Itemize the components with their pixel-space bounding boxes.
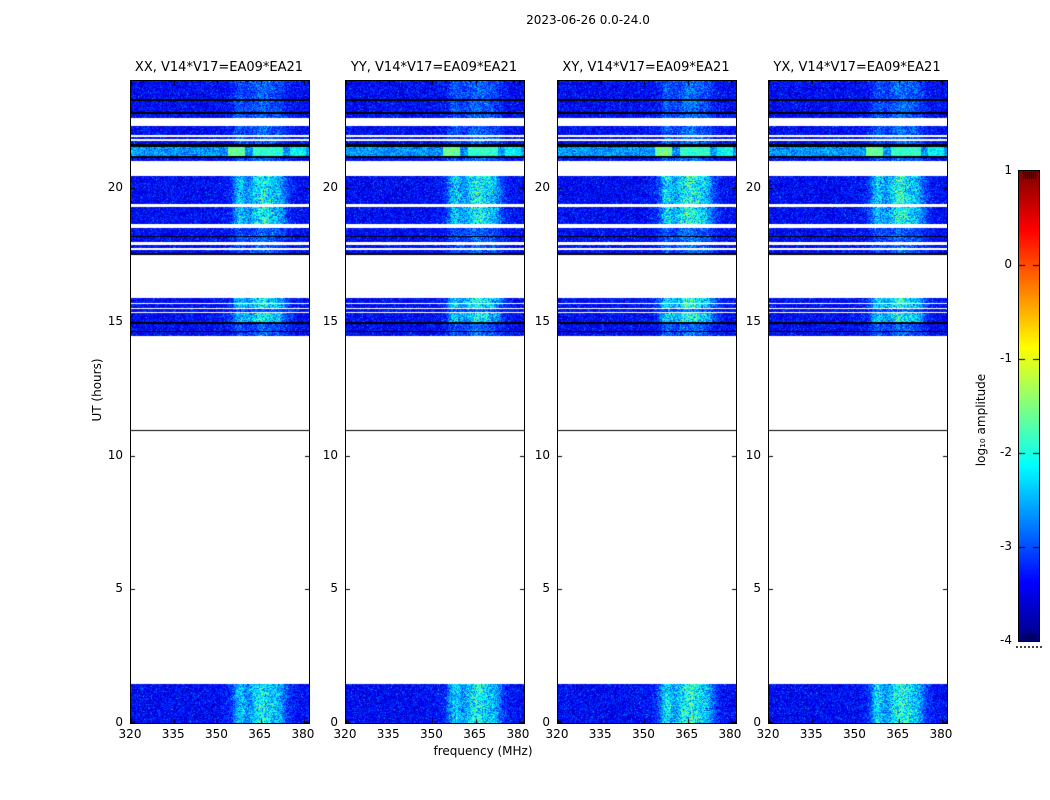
x-tick-label: 335 <box>799 727 823 741</box>
spectrogram-panel <box>345 80 525 724</box>
spectrogram-panel <box>557 80 737 724</box>
colorbar-tick-label: -1 <box>1000 351 1012 365</box>
y-tick-label: 10 <box>107 447 123 462</box>
y-tick-label: 0 <box>115 715 123 729</box>
spectrogram-canvas <box>558 81 736 723</box>
x-tick-label: 350 <box>420 727 443 741</box>
colorbar-tick-label: 0 <box>1004 257 1012 271</box>
colorbar-tick-label: -3 <box>1000 539 1012 553</box>
x-tick-label: 320 <box>545 727 569 741</box>
x-tick-label: 380 <box>506 727 530 741</box>
y-tick-label: 15 <box>107 313 123 328</box>
colorbar-gradient <box>1019 171 1039 641</box>
y-axis-label: UT (hours) <box>90 358 104 422</box>
x-tick-label: 350 <box>632 727 655 741</box>
x-tick-label: 365 <box>248 727 272 741</box>
colorbar-tick-label: -2 <box>1000 445 1012 459</box>
figure-title: 2023-06-26 0.0-24.0 <box>526 13 650 27</box>
x-axis-label: frequency (MHz) <box>433 744 533 758</box>
x-tick-label: 380 <box>291 727 315 741</box>
y-tick-label: 5 <box>753 581 761 596</box>
y-tick-label: 10 <box>745 447 761 462</box>
x-tick-label: 320 <box>756 727 780 741</box>
x-tick-label: 365 <box>463 727 487 741</box>
y-tick-label: 5 <box>330 581 338 596</box>
colorbar-tick-label: 1 <box>1004 163 1012 177</box>
x-tick-label: 320 <box>118 727 142 741</box>
spectrogram-canvas <box>346 81 524 723</box>
x-tick-label: 350 <box>843 727 866 741</box>
y-tick-label: 20 <box>107 180 123 194</box>
x-tick-label: 335 <box>376 727 400 741</box>
spectrogram-canvas <box>769 81 947 723</box>
y-tick-label: 20 <box>745 180 761 194</box>
y-tick-label: 5 <box>542 581 550 596</box>
panel-title: XX, V14*V17=EA09*EA21 <box>134 60 304 75</box>
x-tick-label: 380 <box>718 727 742 741</box>
x-tick-label: 380 <box>929 727 953 741</box>
y-tick-label: 10 <box>322 447 338 462</box>
x-tick-label: 320 <box>333 727 357 741</box>
spectrogram-panel <box>130 80 310 724</box>
y-tick-label: 20 <box>322 180 338 194</box>
y-tick-label: 20 <box>534 180 550 194</box>
panel-title: YY, V14*V17=EA09*EA21 <box>350 60 518 75</box>
x-tick-label: 335 <box>161 727 185 741</box>
colorbar-tick-label: -4 <box>1000 633 1012 647</box>
y-tick-label: 15 <box>534 313 550 328</box>
x-tick-label: 350 <box>205 727 228 741</box>
y-tick-label: 10 <box>534 447 550 462</box>
y-tick-label: 5 <box>115 581 123 596</box>
y-tick-label: 15 <box>745 313 761 328</box>
y-tick-label: 0 <box>330 715 338 729</box>
colorbar-end-dots <box>1016 646 1042 648</box>
spectrogram-panel <box>768 80 948 724</box>
spectrogram-canvas <box>131 81 309 723</box>
x-tick-label: 365 <box>675 727 699 741</box>
y-tick-label: 0 <box>753 715 761 729</box>
x-tick-label: 365 <box>886 727 910 741</box>
y-tick-label: 15 <box>322 313 338 328</box>
x-tick-label: 335 <box>588 727 612 741</box>
panel-title: YX, V14*V17=EA09*EA21 <box>773 60 941 75</box>
y-tick-label: 0 <box>542 715 550 729</box>
colorbar <box>1018 170 1040 642</box>
panel-title: XY, V14*V17=EA09*EA21 <box>562 60 730 75</box>
